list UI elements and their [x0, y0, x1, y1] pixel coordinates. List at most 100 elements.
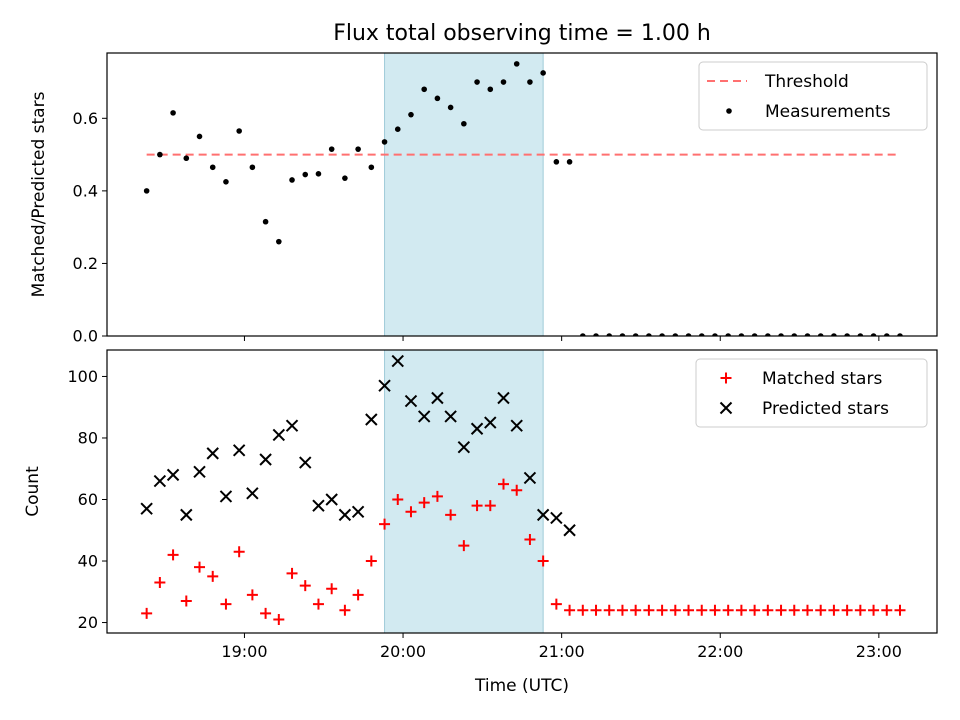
y-tick-label: 0.4	[73, 181, 98, 200]
measurement-point	[170, 110, 176, 116]
measurement-point	[751, 333, 758, 336]
legend-label: Matched stars	[762, 369, 882, 389]
measurement-point	[659, 333, 665, 336]
matched-stars-point	[683, 604, 695, 616]
y-axis-label: Matched/Predicted stars	[29, 91, 49, 297]
matched-stars-point	[365, 555, 377, 567]
predicted-stars-point	[391, 354, 404, 368]
matched-stars-point	[709, 604, 721, 616]
y-tick-label: 0.0	[73, 327, 98, 346]
matched-stars-point	[511, 484, 523, 496]
matched-stars-point	[471, 500, 483, 512]
predicted-stars-point	[431, 391, 444, 405]
bottom-axes: 20 40 60 80 100 Count 19:00 20:00 21:00 22:00 23:0…	[23, 349, 938, 696]
predicted-stars-point	[299, 456, 312, 469]
predicted-stars-point	[206, 447, 219, 460]
measurement-point	[342, 175, 348, 181]
measurement-point	[434, 95, 441, 102]
matched-stars-point	[828, 604, 840, 616]
measurement-point	[778, 333, 784, 336]
measurement-point	[262, 218, 269, 225]
matched-stars-point	[379, 518, 391, 530]
measurement-point	[209, 164, 216, 171]
predicted-stars-point	[246, 487, 259, 500]
legend-label: Predicted stars	[762, 399, 889, 419]
plot-area	[140, 354, 906, 625]
matched-stars-point	[881, 604, 893, 616]
measurement-point	[223, 179, 229, 185]
x-tick-label: 20:00	[380, 642, 426, 661]
measurement-point	[421, 86, 427, 93]
y-tick-label: 60	[78, 490, 98, 509]
matched-stars-point	[326, 583, 338, 595]
matched-stars-point	[722, 604, 734, 616]
matched-stars-point	[564, 604, 576, 616]
legend-matched-swatch	[720, 372, 732, 384]
measurement-point	[566, 159, 573, 165]
measurement-point	[883, 333, 890, 336]
measurement-point	[540, 70, 546, 76]
predicted-stars-point	[351, 505, 365, 519]
matched-stars-point	[762, 604, 774, 616]
matched-stars-point	[735, 604, 747, 616]
matched-stars-point	[352, 589, 364, 601]
measurement-point	[461, 120, 467, 127]
matched-stars-point	[815, 604, 827, 616]
predicted-stars-point	[378, 379, 391, 392]
predicted-stars-point	[484, 416, 497, 429]
matched-stars-point	[656, 604, 668, 616]
measurement-point	[646, 333, 652, 336]
matched-stars-point	[405, 506, 417, 518]
x-tick-label: 23:00	[856, 642, 902, 661]
measurement-point	[685, 333, 692, 336]
x-tick-label: 21:00	[539, 642, 585, 661]
measurement-point	[897, 333, 903, 336]
chart-title: Flux total observing time = 1.00 h	[333, 21, 711, 46]
measurement-point	[143, 188, 150, 194]
matched-stars-point	[669, 604, 681, 616]
measurement-point	[672, 333, 679, 336]
measurement-point	[831, 333, 837, 336]
y-axis-label: Count	[23, 466, 43, 517]
measurement-point	[870, 333, 877, 336]
measurement-point	[725, 333, 731, 336]
measurement-point	[276, 238, 282, 245]
y-tick-label: 100	[67, 367, 98, 386]
predicted-stars-point	[219, 490, 233, 503]
x-axis-label: Time (UTC)	[474, 676, 569, 696]
matched-stars-point	[775, 604, 787, 616]
predicted-stars-point	[232, 444, 246, 457]
matched-stars-point	[141, 607, 153, 619]
measurement-point	[196, 133, 203, 140]
legend-measurements-swatch	[726, 108, 732, 114]
matched-stars-point	[418, 497, 430, 509]
predicted-stars-point	[285, 419, 299, 432]
legend-label: Measurements	[765, 102, 891, 122]
predicted-stars-point	[365, 413, 378, 426]
measurement-point	[817, 333, 824, 336]
measurement-point	[513, 61, 520, 67]
predicted-stars-point	[510, 419, 523, 432]
measurement-point	[804, 333, 811, 336]
axes-frame	[106, 349, 938, 634]
predicted-stars-point	[272, 428, 286, 442]
measurement-point	[315, 171, 322, 177]
matched-stars-point	[550, 598, 562, 610]
predicted-stars-point	[404, 394, 418, 408]
predicted-stars-point	[550, 511, 563, 525]
measurement-point	[500, 79, 507, 85]
matched-stars-point	[260, 607, 272, 619]
matched-stars-point	[445, 509, 457, 521]
legend: Threshold Measurements	[698, 61, 928, 131]
measurement-point	[738, 333, 745, 336]
x-tick-label: 19:00	[221, 642, 267, 661]
predicted-stars-point	[444, 410, 457, 423]
legend-box	[698, 61, 928, 131]
y-tick-label: 20	[78, 613, 98, 632]
top-axes: 0.0 0.2 0.4 0.6 Matched/Predicted stars Thres…	[29, 52, 938, 346]
matched-stars-point	[431, 490, 443, 502]
legend-label: Threshold	[764, 72, 849, 92]
measurement-point	[593, 333, 599, 336]
matched-stars-point	[392, 493, 404, 505]
legend: Matched stars Predicted stars	[695, 358, 928, 428]
